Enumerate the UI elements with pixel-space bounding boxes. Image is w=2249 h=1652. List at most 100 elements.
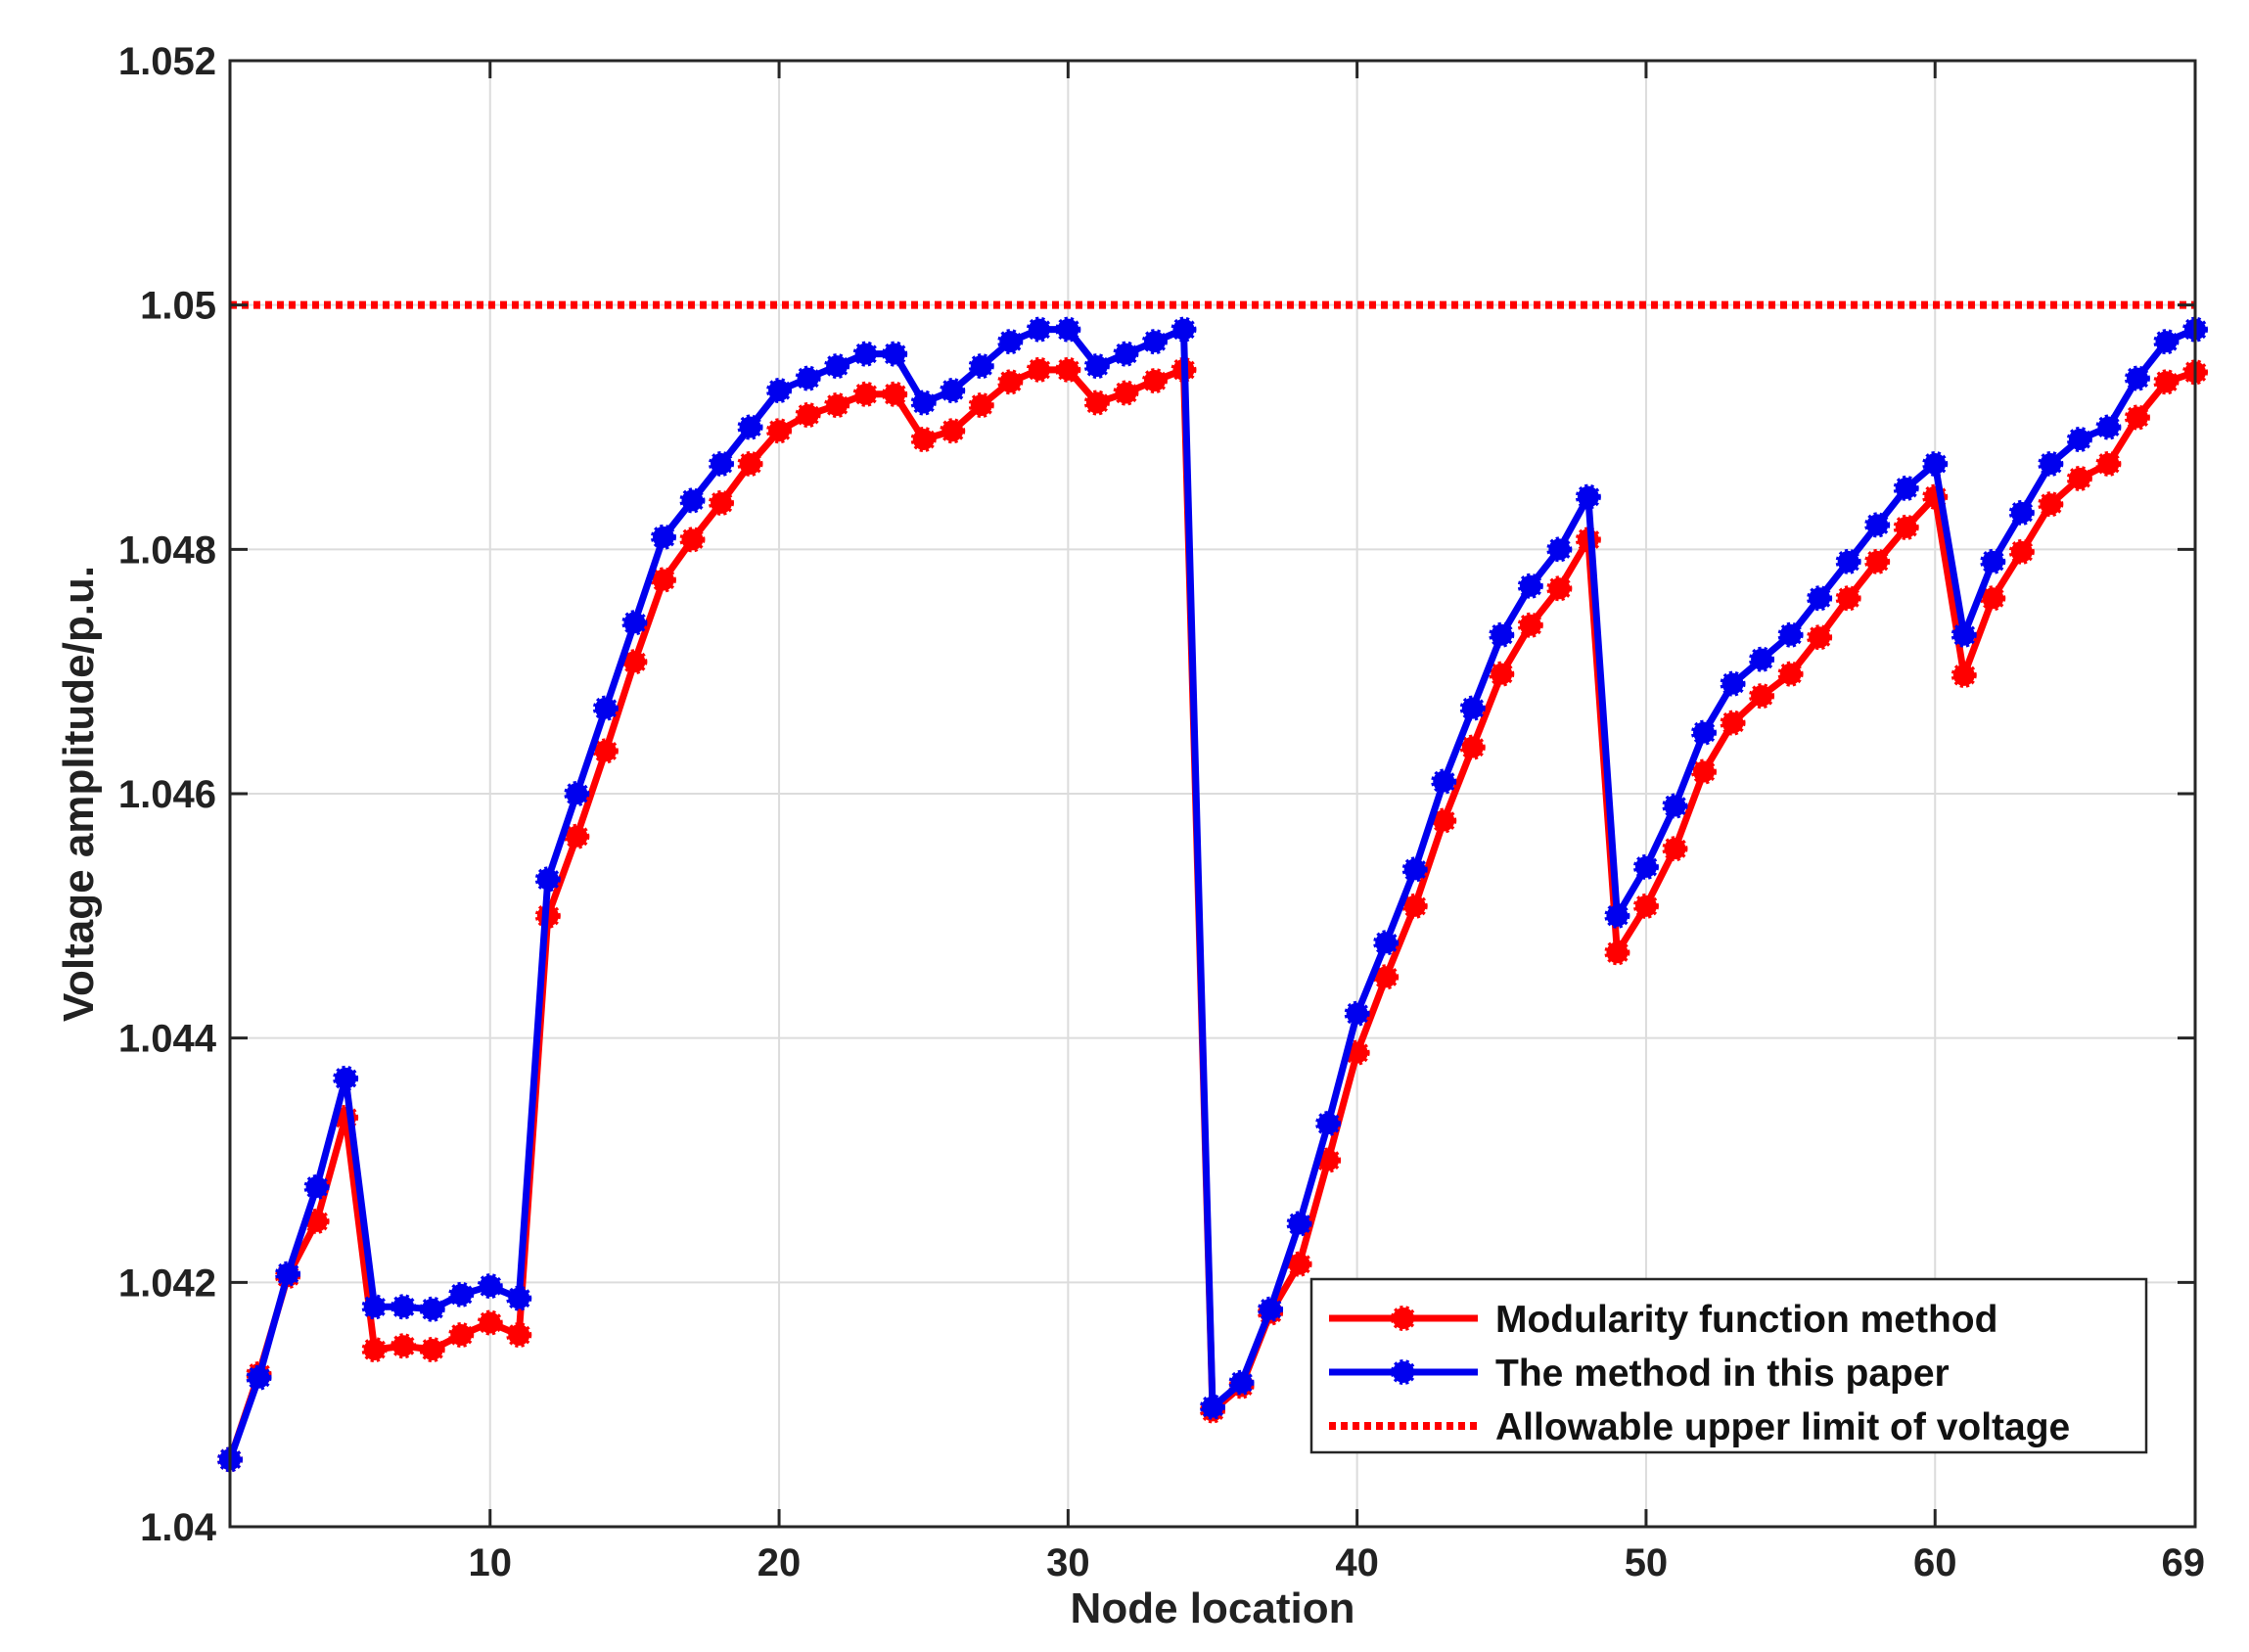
data-point — [1286, 1251, 1312, 1277]
data-point — [1749, 646, 1775, 672]
data-point — [1893, 475, 1919, 501]
legend-label-upper-limit: Allowable upper limit of voltage — [1495, 1406, 2070, 1448]
x-tick-label: 60 — [1913, 1541, 1957, 1584]
data-point — [1228, 1369, 1255, 1396]
data-point — [882, 341, 908, 367]
data-point — [766, 378, 793, 404]
data-point — [1546, 536, 1573, 563]
data-point — [1807, 585, 1833, 612]
data-point — [621, 649, 648, 675]
data-point — [1113, 341, 1139, 367]
data-point — [1401, 856, 1428, 883]
data-point — [2153, 369, 2180, 395]
y-tick-label: 1.042 — [118, 1262, 216, 1305]
data-point — [1200, 1394, 1225, 1420]
data-point — [824, 392, 850, 419]
data-point — [650, 524, 676, 550]
data-point — [1575, 483, 1601, 510]
data-point — [1777, 621, 1804, 648]
legend-label-this-paper: The method in this paper — [1495, 1353, 1950, 1395]
data-point — [709, 489, 734, 516]
data-point — [1315, 1147, 1342, 1173]
data-point — [1864, 512, 1891, 538]
data-point — [1835, 585, 1861, 612]
data-point — [2066, 465, 2092, 491]
y-axis-label: Voltage amplitude/p.u. — [55, 566, 103, 1022]
data-point — [1951, 662, 1977, 688]
data-point — [1980, 548, 2006, 574]
data-point — [303, 1173, 330, 1200]
legend-marker-modularity — [1391, 1306, 1416, 1331]
data-point — [968, 353, 994, 380]
data-point — [2095, 414, 2122, 440]
y-tick-label: 1.044 — [118, 1018, 217, 1061]
x-tick-label: 50 — [1625, 1541, 1669, 1584]
data-point — [650, 567, 676, 593]
data-point — [1055, 356, 1081, 383]
data-point — [1980, 585, 2006, 612]
data-point — [766, 418, 793, 444]
data-point — [1026, 316, 1052, 343]
data-point — [1922, 450, 1949, 477]
data-point — [795, 365, 821, 391]
data-point — [1662, 793, 1688, 819]
data-point — [390, 1294, 417, 1320]
legend-entry-modularity: Modularity function method — [1329, 1299, 1997, 1341]
data-point — [882, 381, 908, 407]
data-point — [1373, 964, 1400, 990]
data-point — [303, 1208, 330, 1234]
data-point — [419, 1336, 445, 1362]
legend: Modularity function method The method in… — [1309, 1277, 2148, 1454]
data-point — [1691, 758, 1717, 785]
legend-entry-upper-limit: Allowable upper limit of voltage — [1329, 1406, 2070, 1448]
data-point — [795, 402, 821, 429]
data-point — [621, 610, 648, 636]
data-point — [1777, 661, 1804, 687]
data-point — [390, 1333, 417, 1359]
x-tick-label: 20 — [757, 1541, 802, 1584]
data-point — [1315, 1111, 1342, 1137]
data-point — [1401, 893, 1428, 919]
data-point — [910, 426, 937, 452]
x-tick-label: 10 — [469, 1541, 513, 1584]
data-point — [1026, 356, 1052, 383]
data-point — [361, 1294, 388, 1320]
data-point — [477, 1273, 503, 1300]
data-point — [968, 392, 994, 419]
data-point — [1459, 695, 1486, 721]
data-point — [2008, 538, 2035, 565]
data-point — [1662, 836, 1688, 862]
y-tick-label: 1.04 — [140, 1506, 217, 1549]
x-tick-label: 30 — [1046, 1541, 1090, 1584]
data-point — [1835, 548, 1861, 574]
data-point — [737, 414, 763, 440]
data-point — [997, 329, 1024, 355]
data-point — [1632, 893, 1659, 919]
data-point — [679, 527, 706, 553]
data-point — [1344, 1000, 1370, 1027]
data-point — [2008, 499, 2035, 526]
y-tick-label: 1.048 — [118, 528, 216, 572]
data-point — [1893, 514, 1919, 540]
data-point — [477, 1309, 503, 1336]
data-point — [1373, 930, 1400, 956]
data-point — [2124, 404, 2150, 431]
data-point — [1951, 621, 1977, 648]
data-point — [2153, 329, 2180, 355]
data-point — [448, 1281, 475, 1308]
data-point — [1489, 621, 1515, 648]
data-point — [737, 450, 763, 477]
data-point — [1489, 661, 1515, 687]
legend-marker-this-paper — [1391, 1359, 1416, 1385]
data-point — [1083, 390, 1110, 416]
data-point — [1286, 1211, 1312, 1237]
data-point — [1632, 853, 1659, 880]
data-point — [1431, 768, 1457, 795]
data-point — [852, 341, 879, 367]
data-point — [1720, 670, 1746, 697]
data-point — [997, 369, 1024, 395]
data-point — [1431, 807, 1457, 834]
data-point — [1141, 329, 1168, 355]
data-point — [534, 866, 561, 893]
